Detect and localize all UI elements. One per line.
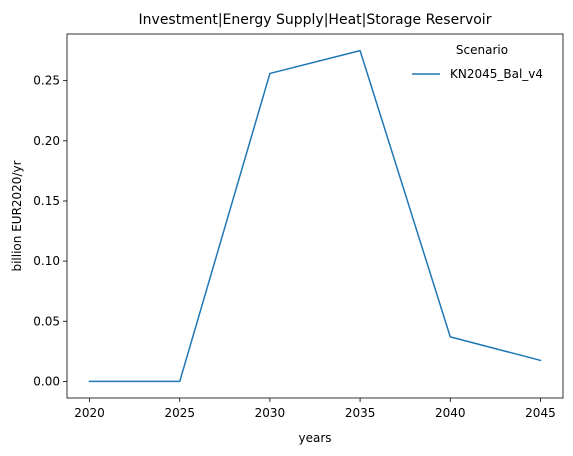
y-tick-label: 0.00 — [33, 374, 60, 388]
x-tick-label: 2030 — [255, 406, 286, 420]
x-axis-label: years — [298, 431, 331, 445]
y-tick-label: 0.15 — [33, 194, 60, 208]
legend-title: Scenario — [456, 43, 508, 57]
plot-area — [88, 49, 542, 383]
series-line-0 — [88, 49, 542, 383]
y-tick-label: 0.25 — [33, 74, 60, 88]
x-tick-label: 2025 — [164, 406, 195, 420]
y-tick-label: 0.20 — [33, 134, 60, 148]
chart-title: Investment|Energy Supply|Heat|Storage Re… — [139, 12, 492, 28]
axes-frame — [66, 33, 564, 399]
x-tick-label: 2045 — [525, 406, 556, 420]
legend: Scenario KN2045_Bal_v4 — [412, 43, 543, 81]
y-axis-label: billion EUR2020/yr — [10, 160, 24, 271]
y-tick-label: 0.10 — [33, 254, 60, 268]
x-tick-label: 2035 — [345, 406, 376, 420]
y-tick-label: 0.05 — [33, 314, 60, 328]
x-tick-label: 2040 — [435, 406, 466, 420]
y-axis-ticks: 0.00 0.05 0.10 0.15 0.20 0.25 — [33, 74, 67, 388]
legend-label: KN2045_Bal_v4 — [450, 67, 543, 81]
x-tick-label: 2020 — [74, 406, 105, 420]
x-axis-ticks: 2020 2025 2030 2035 2040 2045 — [74, 398, 556, 420]
